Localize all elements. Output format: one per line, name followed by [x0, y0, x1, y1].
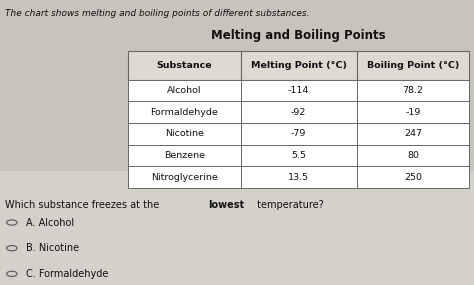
Text: Melting and Boiling Points: Melting and Boiling Points: [211, 28, 386, 42]
Text: C. Formaldehyde: C. Formaldehyde: [26, 269, 109, 279]
Bar: [128, 51, 241, 80]
Text: lowest: lowest: [208, 200, 244, 209]
Text: The chart shows melting and boiling points of different substances.: The chart shows melting and boiling poin…: [5, 9, 309, 18]
Text: Benzene: Benzene: [164, 151, 205, 160]
Bar: [356, 166, 469, 188]
Bar: [128, 80, 241, 101]
Text: 5.5: 5.5: [291, 151, 306, 160]
Text: Boiling Point (°C): Boiling Point (°C): [367, 61, 459, 70]
Text: Nitroglycerine: Nitroglycerine: [151, 173, 218, 182]
Text: -19: -19: [405, 108, 420, 117]
Bar: [128, 101, 241, 123]
Bar: [241, 51, 356, 80]
Bar: [356, 101, 469, 123]
Text: Nicotine: Nicotine: [165, 129, 204, 138]
Text: B. Nicotine: B. Nicotine: [26, 243, 79, 253]
Text: temperature?: temperature?: [255, 200, 324, 209]
Bar: [128, 166, 241, 188]
Text: -92: -92: [291, 108, 306, 117]
Text: 250: 250: [404, 173, 422, 182]
Bar: [128, 123, 241, 145]
Bar: [356, 123, 469, 145]
Text: A. Alcohol: A. Alcohol: [26, 217, 74, 227]
Text: Alcohol: Alcohol: [167, 86, 201, 95]
Text: Melting Point (°C): Melting Point (°C): [251, 61, 346, 70]
Bar: [241, 101, 356, 123]
Text: Formaldehyde: Formaldehyde: [150, 108, 218, 117]
Bar: [0, 171, 474, 285]
Text: 247: 247: [404, 129, 422, 138]
Bar: [241, 145, 356, 166]
Text: 13.5: 13.5: [288, 173, 309, 182]
Text: 78.2: 78.2: [402, 86, 423, 95]
Bar: [356, 80, 469, 101]
Text: 80: 80: [407, 151, 419, 160]
Bar: [241, 123, 356, 145]
Bar: [241, 166, 356, 188]
Text: Which substance freezes at the: Which substance freezes at the: [5, 200, 162, 209]
Bar: [356, 51, 469, 80]
Text: Substance: Substance: [156, 61, 212, 70]
Text: -114: -114: [288, 86, 310, 95]
Text: -79: -79: [291, 129, 306, 138]
Bar: [356, 145, 469, 166]
Bar: [128, 145, 241, 166]
Bar: [241, 80, 356, 101]
